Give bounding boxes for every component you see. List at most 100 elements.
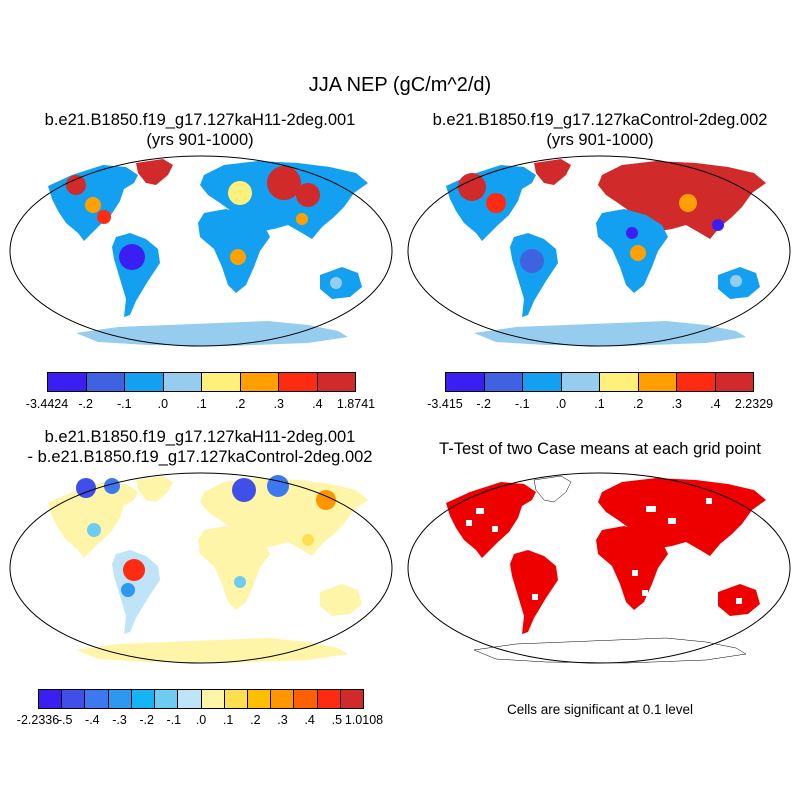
- map-1-outline: [9, 155, 393, 347]
- colorbar-swatch: [163, 373, 202, 391]
- australia: [320, 584, 362, 616]
- nep-patch: [630, 245, 646, 261]
- colorbar-3-labels: -2.2336 -.5 -.4 -.3 -.2 -.1 .0 .1 .2 .3 .4 .5 1.0108: [17, 713, 383, 729]
- map-1-patches: [66, 166, 342, 289]
- insignificant-cell: [492, 526, 498, 532]
- diff-patch: [87, 523, 101, 537]
- colorbar-label: .1: [222, 713, 234, 727]
- insignificant-cell: [476, 508, 484, 514]
- africa: [198, 526, 270, 610]
- colorbar-label: .3: [671, 397, 682, 411]
- diff-patch: [316, 490, 336, 510]
- south-america: [510, 550, 558, 634]
- colorbar-swatch: [715, 373, 753, 391]
- panel-2-title: b.e21.B1850.f19_g17.127kaControl-2deg.00…: [400, 110, 800, 150]
- map-2-outline: [407, 155, 791, 347]
- map-panel-4: [407, 472, 791, 664]
- panel-2-title-line2: (yrs 901-1000): [546, 131, 654, 149]
- colorbar-label: -.1: [166, 713, 182, 727]
- nep-patch: [267, 166, 301, 200]
- colorbar-swatch: [240, 373, 279, 391]
- colorbar-2-labels: -3.415 -.2 -.1 .0 .1 .2 .3 .4 2.2329: [427, 397, 773, 413]
- colorbar-label: -3.415: [427, 397, 463, 411]
- map-3-patches: [76, 475, 336, 597]
- colorbar-label: -.1: [116, 397, 132, 411]
- nep-patch: [520, 249, 544, 273]
- greenland: [533, 475, 572, 503]
- diff-patch: [121, 583, 135, 597]
- panel-2-title-line1: b.e21.B1850.f19_g17.127kaControl-2deg.00…: [432, 111, 768, 129]
- nep-patch: [458, 173, 486, 201]
- diff-patch: [232, 478, 256, 502]
- colorbar-swatch: [317, 690, 341, 708]
- nep-patch: [626, 227, 638, 239]
- colorbar-swatch: [561, 373, 600, 391]
- colorbar-label: 2.2329: [734, 397, 774, 411]
- colorbar-label: -2.2336: [16, 713, 60, 727]
- nep-patch: [85, 197, 101, 213]
- diff-patch: [104, 478, 120, 494]
- insignificant-cell: [632, 570, 638, 576]
- colorbar-label: .0: [157, 397, 169, 411]
- colorbar-1: [47, 372, 356, 392]
- nep-patch: [486, 193, 506, 213]
- colorbar-3: [38, 689, 364, 709]
- colorbar-swatch: [86, 373, 125, 391]
- nep-patch: [712, 219, 724, 231]
- colorbar-label: -.3: [112, 713, 127, 727]
- colorbar-label: .4: [312, 397, 323, 411]
- colorbar-label: .3: [277, 713, 288, 727]
- nep-patch: [97, 210, 111, 224]
- colorbar-swatch: [131, 690, 156, 708]
- panel-3-title-line2: - b.e21.B1850.f19_g17.127kaControl-2deg.…: [27, 448, 373, 466]
- insignificant-cell: [466, 520, 472, 526]
- nep-patch: [296, 213, 308, 225]
- colorbar-swatch: [178, 690, 202, 708]
- panel-1-title-line1: b.e21.B1850.f19_g17.127kaH11-2deg.001: [44, 111, 356, 129]
- nep-patch: [330, 277, 342, 289]
- colorbar-label: .0: [555, 397, 567, 411]
- panel-1-title-line2: (yrs 901-1000): [146, 131, 254, 149]
- colorbar-label: .4: [710, 397, 721, 411]
- colorbar-swatch: [484, 373, 523, 391]
- colorbar-swatch: [224, 690, 248, 708]
- colorbar-swatch: [201, 690, 225, 708]
- significance-note: Cells are significant at 0.1 level: [506, 702, 694, 717]
- figure-title: JJA NEP (gC/m^2/d): [308, 74, 492, 96]
- insignificant-cell: [532, 594, 538, 600]
- north-america: [446, 482, 536, 558]
- colorbar-label: -.5: [57, 713, 73, 727]
- colorbar-swatch: [677, 373, 716, 391]
- panel-3-title: b.e21.B1850.f19_g17.127kaH11-2deg.001 - …: [0, 427, 400, 467]
- diff-patch: [302, 534, 314, 546]
- nep-patch: [66, 175, 86, 195]
- colorbar-label: .2: [250, 713, 261, 727]
- colorbar-label: .5: [331, 713, 343, 727]
- colorbar-label: .3: [273, 397, 284, 411]
- insignificant-cell: [706, 498, 712, 504]
- colorbar-swatch: [39, 690, 63, 708]
- map-3-outline: [9, 472, 393, 664]
- diff-patch: [267, 475, 289, 497]
- map-panel-1: [9, 155, 393, 347]
- south-america: [510, 233, 558, 317]
- map-4-outline: [407, 472, 791, 664]
- colorbar-label: -.2: [476, 397, 491, 411]
- antarctica: [473, 637, 747, 664]
- colorbar-label: -.1: [514, 397, 530, 411]
- nep-patch: [730, 275, 742, 287]
- colorbar-label: .4: [304, 713, 315, 727]
- colorbar-swatch: [279, 373, 318, 391]
- colorbar-swatch: [446, 373, 485, 391]
- colorbar-swatch: [340, 690, 364, 708]
- colorbar-swatch: [600, 373, 639, 391]
- colorbar-swatch: [247, 690, 272, 708]
- nep-patch: [228, 181, 252, 205]
- eurasia: [598, 478, 766, 556]
- colorbar-swatch: [85, 690, 109, 708]
- insignificant-cell: [668, 518, 676, 524]
- africa: [596, 526, 668, 610]
- colorbar-label: .1: [594, 397, 605, 411]
- colorbar-swatch: [317, 373, 355, 391]
- diff-patch: [123, 559, 145, 581]
